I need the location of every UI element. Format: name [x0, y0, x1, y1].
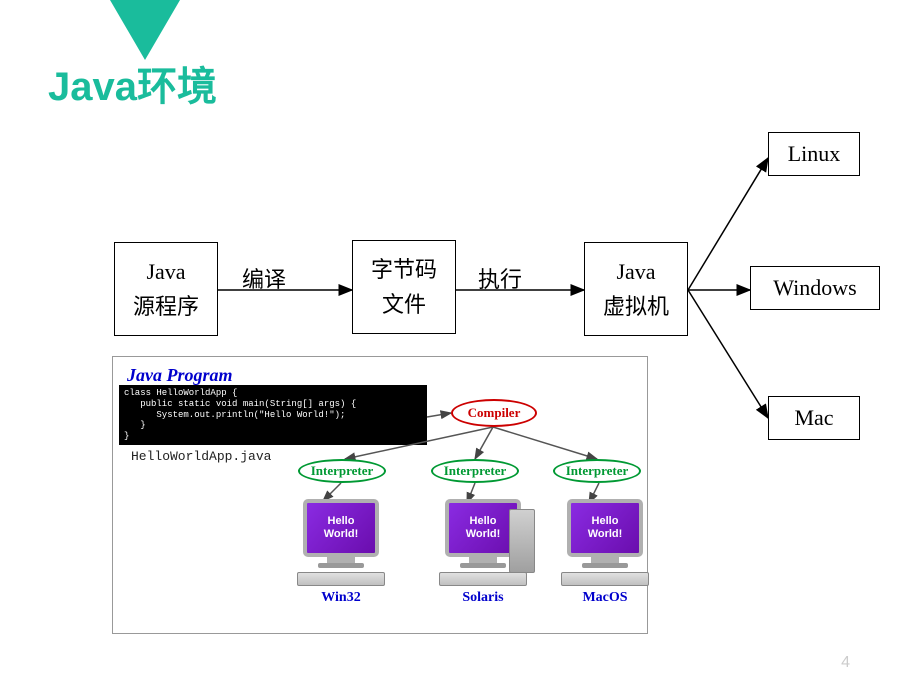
interpreter-oval: Interpreter [553, 459, 641, 483]
computer-solaris: HelloWorld! Solaris [423, 499, 543, 606]
flow-node-jvm: Java虚拟机 [584, 242, 688, 336]
screen-text: HelloWorld! [307, 515, 375, 541]
platform-label: MacOS [545, 590, 665, 606]
slide-title: Java环境 [48, 54, 217, 112]
platform-label: Win32 [281, 590, 401, 606]
flow-node-byte: 字节码文件 [352, 240, 456, 334]
code-snippet: class HelloWorldApp { public static void… [119, 385, 427, 445]
flow-node-linux: Linux [768, 132, 860, 176]
decor-triangle [110, 0, 180, 60]
computer-win32: HelloWorld! Win32 [281, 499, 401, 606]
flow-node-src: Java源程序 [114, 242, 218, 336]
interpreter-oval: Interpreter [298, 459, 386, 483]
compiler-oval: Compiler [451, 399, 537, 427]
platform-label: Solaris [423, 590, 543, 606]
flow-edge-label: 编译 [242, 262, 286, 294]
flow-node-windows: Windows [750, 266, 880, 310]
computer-macos: HelloWorld! MacOS [545, 499, 665, 606]
interpreter-oval: Interpreter [431, 459, 519, 483]
page-number: 4 [841, 654, 850, 672]
java-program-panel: Java Program class HelloWorldApp { publi… [112, 356, 648, 634]
screen-text: HelloWorld! [571, 515, 639, 541]
filename-label: HelloWorldApp.java [131, 449, 271, 464]
flow-edge-label: 执行 [478, 262, 522, 294]
screen-text: HelloWorld! [449, 515, 517, 541]
jp-title: Java Program [127, 365, 233, 386]
flow-node-mac: Mac [768, 396, 860, 440]
